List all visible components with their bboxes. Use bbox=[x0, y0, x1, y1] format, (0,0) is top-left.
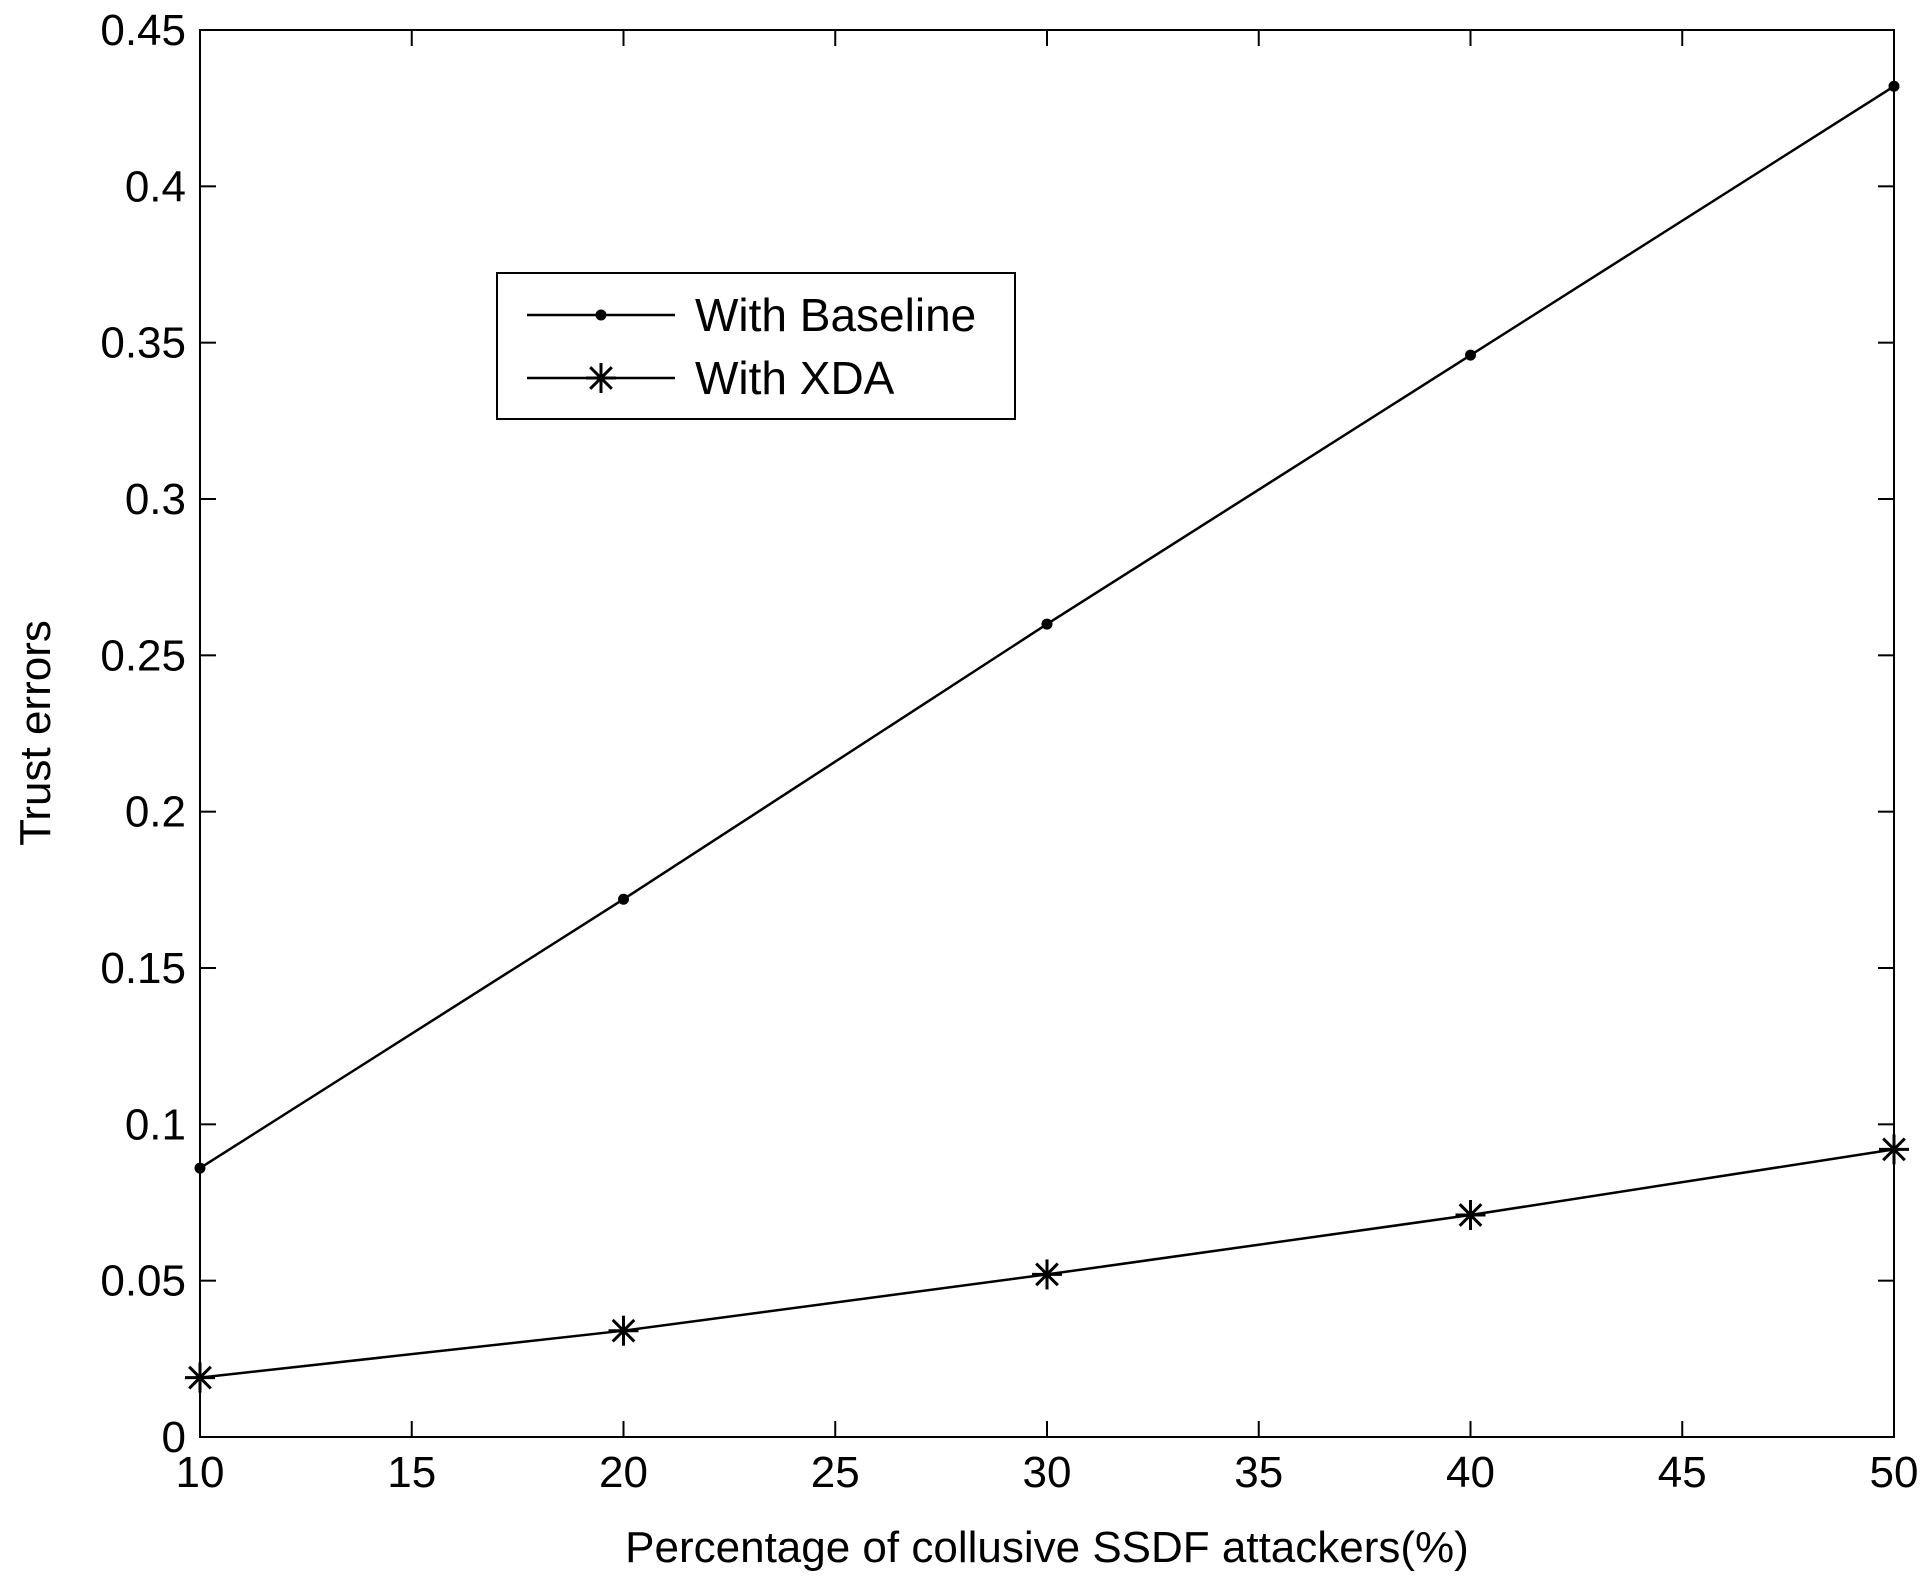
data-point-asterisk bbox=[185, 1362, 215, 1393]
series-0 bbox=[194, 80, 1900, 1174]
y-axis-ticks: 0 0.05 0.1 0.15 0.2 0.25 0.3 0.35 0.4 0.45 bbox=[100, 6, 1894, 1462]
series-1 bbox=[185, 1134, 1909, 1393]
asterisk-stroke bbox=[1035, 1262, 1059, 1287]
asterisk-stroke bbox=[611, 1318, 636, 1343]
legend-box bbox=[496, 272, 1016, 420]
y-tick-label: 0 bbox=[162, 1413, 186, 1462]
y-tick-label: 0.15 bbox=[100, 944, 186, 993]
y-tick-label: 0.3 bbox=[125, 475, 186, 524]
legend-label: With XDA bbox=[695, 352, 895, 404]
y-tick-label: 0.45 bbox=[100, 6, 186, 55]
data-point-dot bbox=[194, 1162, 206, 1174]
data-point-asterisk bbox=[1032, 1259, 1062, 1290]
x-axis-title: Percentage of collusive SSDF attackers(%… bbox=[625, 1523, 1469, 1572]
data-point-dot bbox=[1465, 349, 1476, 361]
data-point-dot bbox=[595, 309, 607, 321]
data-point-asterisk bbox=[586, 363, 616, 393]
x-tick-label: 20 bbox=[599, 1448, 648, 1497]
data-point-asterisk bbox=[608, 1315, 639, 1346]
data-point-dot bbox=[1888, 80, 1900, 92]
x-axis-ticks: 10 15 20 25 30 35 40 45 50 bbox=[176, 30, 1919, 1497]
y-tick-label: 0.35 bbox=[100, 319, 186, 368]
x-tick-label: 10 bbox=[176, 1448, 225, 1497]
x-tick-label: 50 bbox=[1870, 1448, 1919, 1497]
y-tick-label: 0.1 bbox=[125, 1100, 186, 1149]
legend-item: With Baseline bbox=[527, 289, 976, 341]
data-point-asterisk bbox=[1879, 1134, 1909, 1165]
x-tick-label: 45 bbox=[1658, 1448, 1707, 1497]
x-tick-label: 15 bbox=[387, 1448, 436, 1497]
asterisk-stroke bbox=[188, 1365, 212, 1390]
data-point-asterisk bbox=[1455, 1200, 1486, 1231]
legend-label: With Baseline bbox=[695, 289, 976, 341]
plot-area bbox=[199, 29, 1895, 1438]
x-tick-label: 40 bbox=[1446, 1448, 1495, 1497]
data-point-dot bbox=[618, 893, 629, 905]
asterisk-stroke bbox=[1458, 1203, 1483, 1227]
x-tick-label: 25 bbox=[811, 1448, 860, 1497]
y-tick-label: 0.4 bbox=[125, 162, 186, 211]
y-tick-label: 0.2 bbox=[125, 788, 186, 837]
y-tick-label: 0.05 bbox=[100, 1257, 186, 1306]
x-tick-label: 35 bbox=[1234, 1448, 1283, 1497]
asterisk-stroke bbox=[589, 366, 613, 390]
y-axis-title: Trust errors bbox=[11, 620, 60, 846]
y-tick-label: 0.25 bbox=[100, 631, 186, 680]
legend-item: With XDA bbox=[527, 352, 895, 404]
series-layer bbox=[185, 80, 1909, 1393]
data-point-dot bbox=[1041, 618, 1053, 630]
legend: With Baseline With XDA bbox=[496, 272, 1016, 420]
asterisk-stroke bbox=[1882, 1137, 1906, 1162]
x-tick-label: 30 bbox=[1023, 1448, 1072, 1497]
